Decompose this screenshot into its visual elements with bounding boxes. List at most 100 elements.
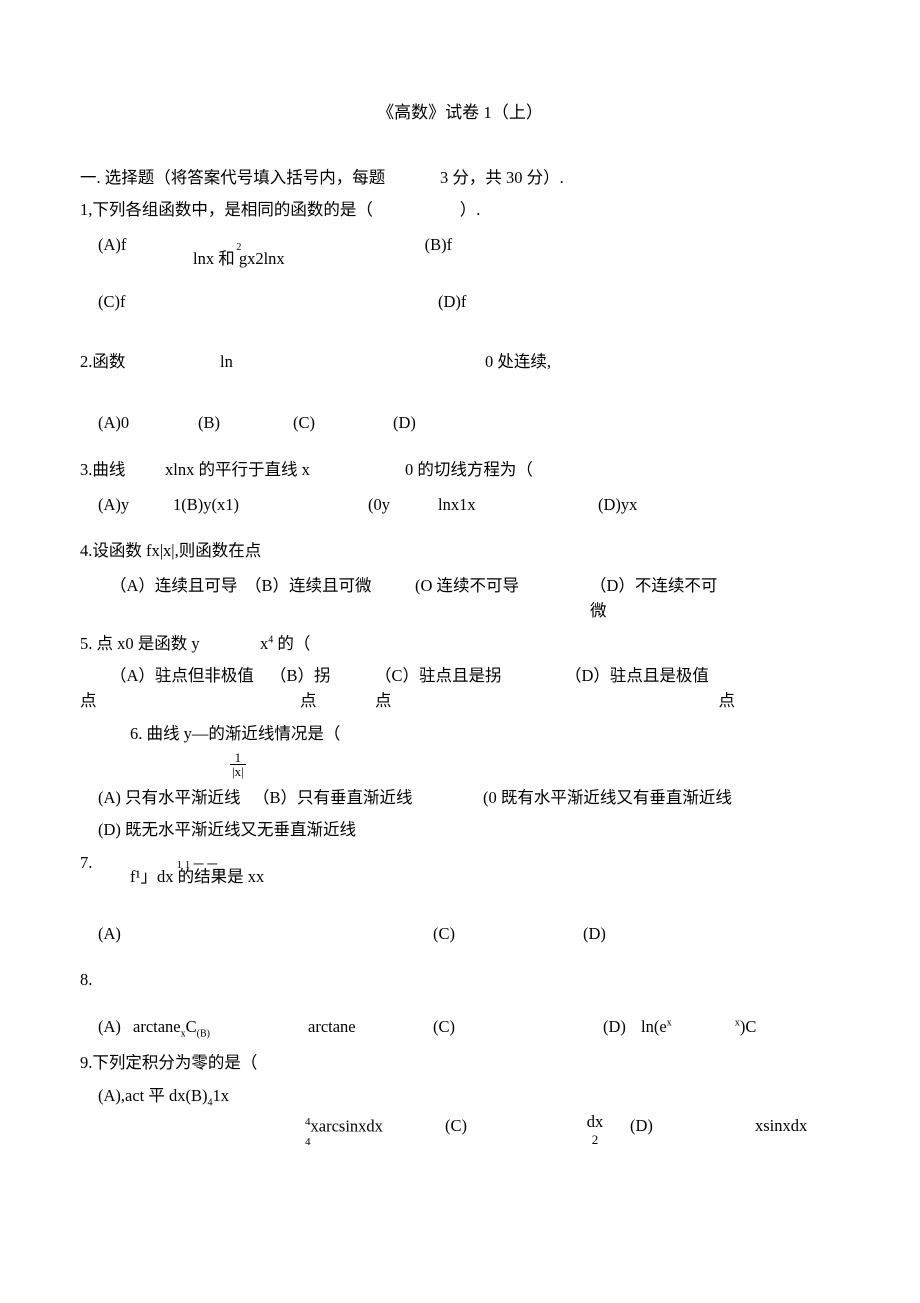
q5-A-col: （A）驻点但非极值 点 bbox=[80, 664, 270, 714]
q8-opts-row: (A) arctanexC(B) arctane (C) (D) ln(ex x… bbox=[98, 1015, 840, 1041]
q8-stem: 8. bbox=[80, 968, 92, 993]
q5-B-col: （B）拐 点 bbox=[270, 664, 375, 714]
q1-stem-row: 1,下列各组函数中，是相同的函数的是（ ）. bbox=[80, 198, 840, 223]
q5-Ab: 点 bbox=[80, 691, 97, 710]
q8-D-expr-b: )C bbox=[740, 1017, 757, 1036]
q4-Db: 微 bbox=[590, 601, 607, 620]
q5-opts-row: （A）驻点但非极值 点 （B）拐 点 （C）驻点且是拐 点 （D）驻点且是极值 … bbox=[80, 664, 840, 714]
q8-C: (C) bbox=[433, 1015, 603, 1040]
q3-Ca: (0y bbox=[368, 493, 438, 518]
q8-A-tailsub: (B) bbox=[197, 1028, 210, 1039]
q8-D-expr-wrap: ln(ex x)C bbox=[641, 1015, 756, 1040]
q7-opts-row: (A) (C) (D) bbox=[98, 922, 840, 947]
q3-Cb: lnx1x bbox=[438, 493, 513, 518]
q9-B-wrap: 4xarcsinxdx 4 bbox=[305, 1114, 445, 1148]
q5-Db: 点 bbox=[565, 689, 735, 714]
q9-C-tail: dx bbox=[587, 1114, 604, 1131]
q1-opts-row1: (A)f 2 lnx 和 gx2lnx (B)f bbox=[98, 233, 840, 268]
q1-A-expr-main: lnx 和 gx2lnx bbox=[193, 251, 285, 268]
q5-Ca: （C）驻点且是拐 bbox=[375, 666, 502, 685]
q9-B-sub: 4 bbox=[305, 1137, 311, 1148]
q7-stem-row: 7. 1 1 一 一 f¹」dx 的结果是 xx bbox=[80, 851, 840, 886]
q5-c: 的（ bbox=[273, 634, 310, 653]
q6-A: (A) 只有水平渐近线 bbox=[98, 786, 253, 811]
q4-B: （B）连续且可微 bbox=[245, 574, 415, 599]
q2-B: (B) bbox=[198, 411, 293, 436]
q3-Ab: 1(B)y(x1) bbox=[173, 493, 338, 518]
q3-b: xlnx 的平行于直线 x bbox=[165, 458, 350, 483]
q9-opts-row2: 4xarcsinxdx 4 (C) dx 2 (D) xsinxdx bbox=[80, 1114, 840, 1148]
q5-stem-row: 5. 点 x0 是函数 y x4 的（ bbox=[80, 632, 840, 657]
q7-b: f¹」dx 的结果是 xx bbox=[130, 869, 264, 886]
q9-B-line1: 4xarcsinxdx bbox=[305, 1117, 383, 1135]
q5-Bb: 点 bbox=[300, 689, 317, 714]
q5-Aa: （A）驻点但非极值 bbox=[110, 664, 254, 689]
q4-stem-row: 4.设函数 fx|x|,则函数在点 bbox=[80, 539, 840, 564]
section-head-text-a: 一. 选择题（将答案代号填入括号内，每题 bbox=[80, 166, 440, 191]
q2-c: 0 处连续, bbox=[485, 350, 551, 375]
q8-D: (D) bbox=[603, 1015, 641, 1040]
q4-Da: （D）不连续不可 bbox=[590, 576, 717, 595]
q2-C: (C) bbox=[293, 411, 393, 436]
q2-b: ln bbox=[220, 350, 260, 375]
q9-D: (D) bbox=[630, 1114, 755, 1139]
q3-a: 3.曲线 bbox=[80, 458, 165, 483]
q6-den: |x| bbox=[230, 764, 246, 778]
q6-opts-row1: (A) 只有水平渐近线 （B）只有垂直渐近线 (0 既有水平渐近线又有垂直渐近线 bbox=[98, 786, 840, 811]
q8-D-expr-a: ln(e bbox=[641, 1017, 667, 1036]
q3-opts-row: (A)y 1(B)y(x1) (0y lnx1x (D)yx bbox=[98, 493, 840, 518]
q1-A-label: (A)f bbox=[98, 233, 193, 258]
q8-stem-row: 8. bbox=[80, 968, 840, 993]
q4-C: (O 连续不可导 bbox=[415, 574, 590, 599]
q2-stem-row: 2.函数 ln 0 处连续, bbox=[80, 350, 840, 375]
q1-close: ）. bbox=[440, 198, 500, 223]
q7-b-wrap: 1 1 一 一 f¹」dx 的结果是 xx bbox=[130, 860, 264, 886]
q2-opts-row: (A)0 (B) (C) (D) bbox=[98, 411, 840, 436]
q6-a: 6. 曲线 y—的渐近线情况是（ bbox=[130, 722, 340, 747]
q8-B-expr: arctane bbox=[308, 1015, 433, 1040]
q6-frac-row: 1 |x| bbox=[230, 751, 840, 778]
q9-C: (C) bbox=[445, 1114, 560, 1139]
q9-B-expr: xarcsinxdx bbox=[311, 1116, 383, 1135]
q7-a: 7. bbox=[80, 851, 130, 876]
section-head-text-b: 3 分，共 30 分）. bbox=[440, 166, 564, 191]
q1-B-label: (B)f bbox=[425, 233, 453, 258]
q4-stem: 4.设函数 fx|x|,则函数在点 bbox=[80, 539, 261, 564]
page-title: 《高数》试卷 1（上） bbox=[80, 100, 840, 126]
q2-A: (A)0 bbox=[98, 411, 198, 436]
q9-C-den: 2 bbox=[592, 1133, 599, 1146]
q3-c: 0 的切线方程为（ bbox=[405, 458, 533, 483]
q8-A-tail: C bbox=[186, 1017, 197, 1036]
q5-C-col: （C）驻点且是拐 点 bbox=[375, 664, 565, 714]
q5-b-wrap: x4 的（ bbox=[260, 632, 310, 657]
q7-A: (A) bbox=[98, 922, 433, 947]
section-1-heading: 一. 选择题（将答案代号填入括号内，每题 3 分，共 30 分）. bbox=[80, 166, 840, 191]
q9-A-tail: 1x bbox=[213, 1086, 230, 1105]
q5-D-col: （D）驻点且是极值 点 bbox=[565, 664, 735, 714]
q1-opts-row2: (C)f (D)f bbox=[98, 290, 840, 315]
q5-b: x bbox=[260, 634, 268, 653]
q3-Aa: (A)y bbox=[98, 493, 173, 518]
q9-C-tail-wrap: dx 2 bbox=[560, 1114, 630, 1146]
q2-a: 2.函数 bbox=[80, 350, 220, 375]
q5-a: 5. 点 x0 是函数 y bbox=[80, 632, 245, 657]
q4-D: （D）不连续不可 微 bbox=[590, 574, 717, 624]
q6-D: (D) 既无水平渐近线又无垂直渐近线 bbox=[98, 818, 356, 843]
q1-stem: 1,下列各组函数中，是相同的函数的是（ bbox=[80, 198, 440, 223]
q8-A: (A) bbox=[98, 1015, 133, 1040]
q2-D: (D) bbox=[393, 411, 416, 436]
q9-D-expr: xsinxdx bbox=[755, 1114, 807, 1139]
q9-A-wrap: (A),act 平 dx(B)41x bbox=[98, 1084, 229, 1110]
q5-Cb: 点 bbox=[375, 691, 392, 710]
q8-A-expr-wrap: arctanexC(B) bbox=[133, 1015, 308, 1041]
q6-num: 1 bbox=[233, 751, 244, 764]
q9-stem: 9.下列定积分为零的是（ bbox=[80, 1051, 257, 1076]
q3-stem-row: 3.曲线 xlnx 的平行于直线 x 0 的切线方程为（ bbox=[80, 458, 840, 483]
q5-Da: （D）驻点且是极值 bbox=[565, 666, 709, 685]
q1-D-label: (D)f bbox=[438, 290, 466, 315]
q8-A-expr: arctane bbox=[133, 1017, 181, 1036]
q6-B: （B）只有垂直渐近线 bbox=[253, 786, 453, 811]
q6-C: (0 既有水平渐近线又有垂直渐近线 bbox=[483, 786, 732, 811]
q6-stem-row: 6. 曲线 y—的渐近线情况是（ bbox=[130, 722, 840, 747]
q7-D: (D) bbox=[583, 922, 606, 947]
